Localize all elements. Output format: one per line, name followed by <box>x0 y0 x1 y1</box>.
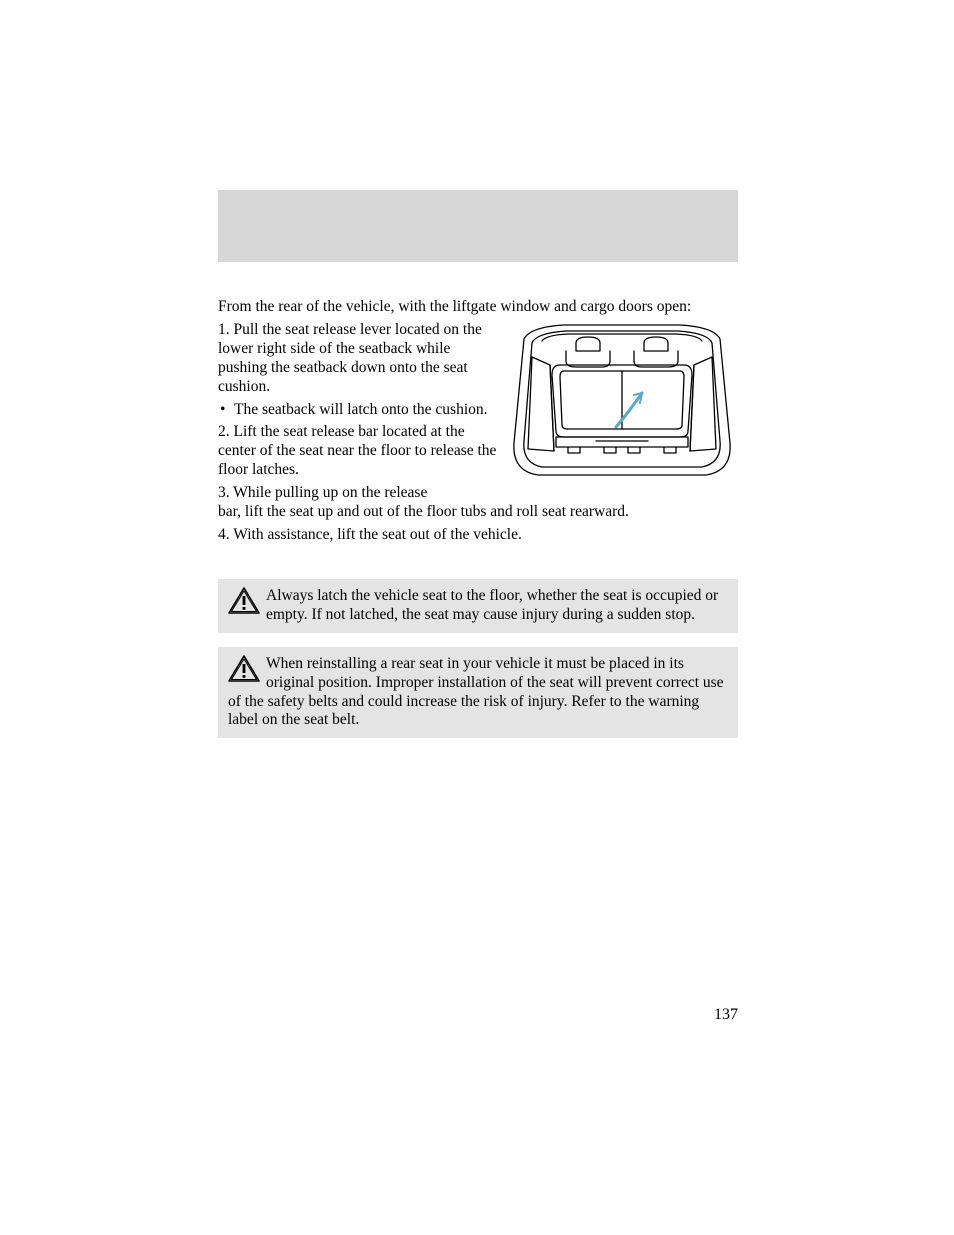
content-area: From the rear of the vehicle, with the l… <box>218 298 738 738</box>
step-4: 4. With assistance, lift the seat out of… <box>218 526 738 545</box>
warning-box-2: When reinstalling a rear seat in your ve… <box>218 647 738 739</box>
bullet-1: • The seatback will latch onto the cushi… <box>218 401 498 420</box>
intro-text: From the rear of the vehicle, with the l… <box>218 298 738 317</box>
warning-triangle-icon <box>228 587 260 615</box>
page-number: 137 <box>714 1006 738 1024</box>
vehicle-rear-diagram-icon <box>506 321 738 485</box>
seat-removal-figure <box>506 321 738 485</box>
page: From the rear of the vehicle, with the l… <box>0 0 954 1235</box>
warning-2-text: When reinstalling a rear seat in your ve… <box>228 655 724 729</box>
step-2: 2. Lift the seat release bar located at … <box>218 423 498 480</box>
bullet-dot-icon: • <box>218 401 234 420</box>
bullet-1-text: The seatback will latch onto the cushion… <box>234 401 498 420</box>
warning-1-text: Always latch the vehicle seat to the flo… <box>266 587 718 623</box>
steps-section: 1. Pull the seat release lever located o… <box>218 321 738 545</box>
step-1: 1. Pull the seat release lever located o… <box>218 321 498 397</box>
step-3: 3. While pulling up on the release bar, … <box>218 484 738 522</box>
step-3-line1: 3. While pulling up on the release <box>218 484 498 503</box>
warning-triangle-icon <box>228 655 260 683</box>
step-3-line2: bar, lift the seat up and out of the flo… <box>218 503 738 522</box>
header-band <box>218 190 738 262</box>
warning-box-1: Always latch the vehicle seat to the flo… <box>218 579 738 633</box>
